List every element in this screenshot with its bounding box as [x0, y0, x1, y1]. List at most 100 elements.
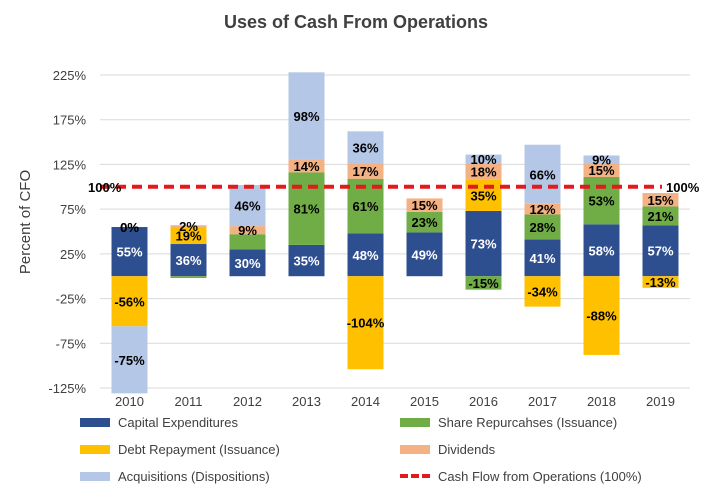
bar-buybacks-2019	[642, 206, 679, 226]
bar-buybacks-2017	[524, 214, 561, 240]
data-label-debt-2017: -34%	[527, 284, 558, 299]
data-label-dividends-2011: 2%	[179, 219, 198, 234]
legend-label-debt: Debt Repayment (Issuance)	[118, 441, 280, 457]
bar-capex-2014	[347, 233, 384, 277]
data-label-dividends-2019: 15%	[647, 193, 673, 208]
cfo-line-label-right: 100%	[666, 180, 700, 195]
data-label-acquisitions-2016: 10%	[470, 152, 496, 167]
legend-swatch-acquisitions	[80, 471, 110, 481]
data-label-buybacks-2015: 23%	[411, 215, 437, 230]
bar-acquisitions-2012	[229, 184, 266, 227]
bar-debt-2014	[347, 276, 384, 370]
y-tick-label: 125%	[53, 157, 87, 172]
data-label-buybacks-2010: 0%	[120, 220, 139, 235]
bar-dividends-2018	[583, 163, 620, 177]
data-label-dividends-2012: 9%	[238, 223, 257, 238]
legend-label-cfo-line: Cash Flow from Operations (100%)	[438, 468, 642, 484]
legend-label-capex: Capital Expenditures	[118, 414, 238, 430]
bar-dividends-2015	[406, 198, 443, 212]
data-label-dividends-2010: 0%	[120, 220, 139, 235]
y-tick-label: 225%	[53, 68, 87, 83]
data-label-acquisitions-2012: 46%	[234, 199, 260, 214]
data-label-dividends-2017: 12%	[529, 202, 555, 217]
data-label-acquisitions-2017: 66%	[529, 167, 555, 182]
y-axis-label: Percent of CFO	[17, 170, 34, 274]
bar-buybacks-2011	[170, 276, 207, 279]
data-label-acquisitions-2018: 9%	[592, 153, 611, 168]
x-tick-label: 2011	[175, 394, 203, 409]
bar-capex-2019	[642, 225, 679, 277]
legend-swatch-capex	[80, 417, 110, 427]
bar-debt-2010	[111, 276, 148, 327]
data-label-capex-2015: 49%	[411, 247, 437, 262]
data-label-capex-2012: 30%	[234, 256, 260, 271]
data-label-debt-2010: -56%	[114, 294, 145, 309]
data-label-buybacks-2019: 21%	[647, 209, 673, 224]
data-label-buybacks-2013: 81%	[293, 202, 319, 217]
data-label-debt-2016: 35%	[470, 188, 496, 203]
bar-dividends-2016	[465, 163, 502, 180]
bar-acquisitions-2013	[288, 72, 325, 160]
y-tick-label: 25%	[60, 247, 86, 262]
legend-item-acquisitions: Acquisitions (Dispositions)	[80, 466, 270, 486]
legend-label-acquisitions: Acquisitions (Dispositions)	[118, 468, 270, 484]
bar-debt-2011	[170, 227, 207, 245]
bar-capex-2010	[111, 227, 148, 277]
legend-item-cfo-line: Cash Flow from Operations (100%)	[400, 466, 642, 486]
bar-debt-2018	[583, 276, 620, 355]
data-label-dividends-2018: 15%	[588, 163, 614, 178]
data-label-buybacks-2017: 28%	[529, 220, 555, 235]
bar-debt-2017	[524, 276, 561, 307]
bar-dividends-2013	[288, 159, 325, 173]
data-label-capex-2014: 48%	[352, 248, 378, 263]
legend-item-buybacks: Share Repurcahses (Issuance)	[400, 412, 617, 432]
bar-debt-2019	[642, 276, 679, 288]
cfo-line-label-left: 100%	[88, 180, 122, 195]
data-label-buybacks-2016: -15%	[468, 276, 499, 291]
legend-swatch-debt	[80, 444, 110, 454]
bar-dividends-2012	[229, 226, 266, 235]
bar-buybacks-2015	[406, 211, 443, 233]
bar-buybacks-2013	[288, 172, 325, 245]
axes: -125% -75% -25% 25% 75% 125% 175% 225% 2010 2011 2…	[48, 68, 675, 409]
reference-line: 100% 100%	[88, 180, 700, 195]
data-label-acquisitions-2013: 98%	[293, 109, 319, 124]
legend-swatch-cfo-line	[400, 474, 430, 478]
bars	[111, 72, 679, 394]
bar-acquisitions-2018	[583, 155, 620, 164]
data-label-capex-2016: 73%	[470, 237, 496, 252]
legend-item-dividends: Dividends	[400, 439, 495, 459]
y-tick-label: -125%	[48, 381, 86, 396]
bar-acquisitions-2016	[465, 154, 502, 164]
x-tick-label: 2010	[115, 394, 144, 409]
data-label-capex-2017: 41%	[529, 251, 555, 266]
bar-capex-2015	[406, 232, 443, 277]
data-label-dividends-2016: 18%	[470, 165, 496, 180]
data-label-capex-2013: 35%	[293, 254, 319, 269]
legend-swatch-dividends	[400, 444, 430, 454]
x-tick-label: 2012	[233, 394, 262, 409]
bar-dividends-2011	[170, 225, 207, 228]
bar-capex-2011	[170, 244, 207, 277]
legend-label-buybacks: Share Repurcahses (Issuance)	[438, 414, 618, 430]
data-label-debt-2011: 19%	[175, 229, 201, 244]
bar-dividends-2017	[524, 203, 561, 215]
bar-capex-2016	[465, 210, 502, 277]
bar-capex-2017	[524, 239, 561, 277]
x-tick-label: 2014	[351, 394, 380, 409]
bar-acquisitions-2010	[111, 326, 148, 394]
x-tick-label: 2018	[587, 394, 616, 409]
x-tick-label: 2019	[646, 394, 675, 409]
data-label-debt-2014: -104%	[347, 316, 385, 331]
data-label-debt-2018: -88%	[586, 309, 617, 324]
chart-svg: Uses of Cash From Operations Percent of …	[17, 12, 700, 409]
data-label-acquisitions-2014: 36%	[352, 140, 378, 155]
bar-buybacks-2012	[229, 234, 266, 250]
bar-capex-2012	[229, 249, 266, 277]
data-label-capex-2010: 55%	[116, 245, 142, 260]
data-label-debt-2019: -13%	[645, 275, 676, 290]
bar-acquisitions-2014	[347, 131, 384, 164]
x-tick-label: 2015	[410, 394, 439, 409]
bar-dividends-2014	[347, 163, 384, 179]
bar-capex-2018	[583, 224, 620, 277]
